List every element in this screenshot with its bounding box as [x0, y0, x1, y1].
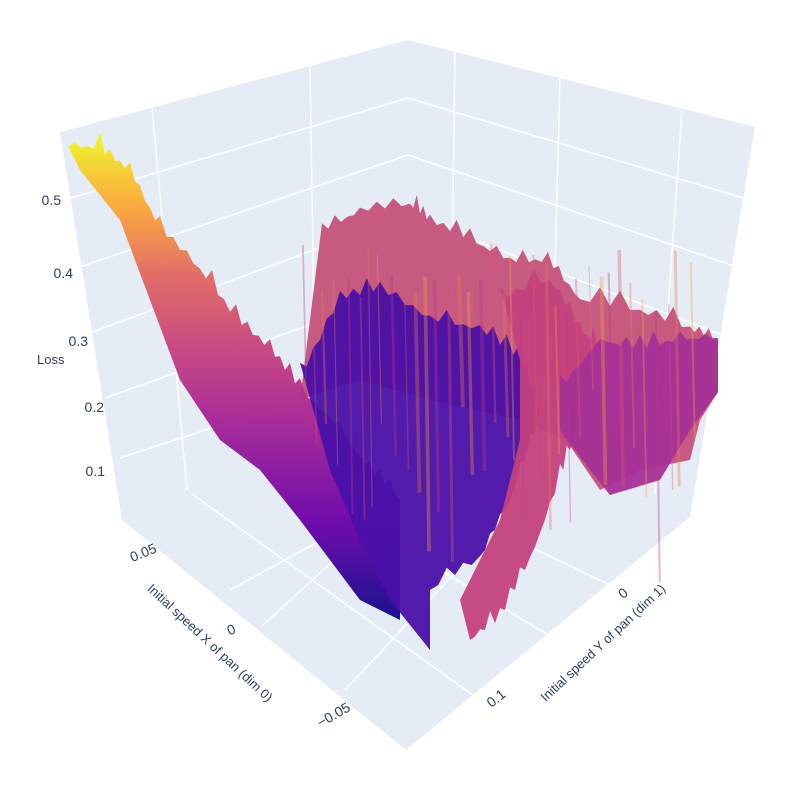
surface-shading-streak — [689, 262, 696, 439]
x-tick-3: −0.05 — [314, 699, 353, 731]
surface-shading-streak — [423, 276, 431, 552]
surface-shading-streak — [509, 255, 515, 461]
surface-valley-floor — [300, 278, 540, 650]
surface-right-wall — [460, 269, 600, 640]
surface-shading-streak — [554, 306, 561, 455]
z-gridline-right-4 — [407, 154, 741, 269]
z-tick-5: 0.5 — [42, 192, 62, 208]
surface-shading-streak — [347, 276, 354, 515]
surface-shading-streak — [403, 282, 410, 470]
surface-shading-streak — [312, 303, 318, 446]
surface-shading-streak — [654, 310, 661, 583]
surface-shading-streak — [466, 292, 474, 475]
surface-shading-streak — [532, 254, 539, 480]
surface-shading-streak — [641, 298, 648, 498]
z-gridline-right-5 — [407, 97, 751, 201]
floor-gridline-1 — [191, 493, 475, 697]
surface-shading-streak — [432, 279, 441, 513]
surface-shading-streak — [565, 311, 572, 523]
z-tick-2: 0.2 — [85, 399, 105, 415]
surface-shading-streak — [302, 245, 308, 423]
z-tick-1: 0.1 — [86, 463, 106, 479]
surface-shading-streak — [333, 278, 339, 465]
surface-shading-streak — [545, 264, 552, 530]
surface-shading-streak — [478, 280, 487, 472]
surface-shading-streak — [490, 244, 497, 424]
surface-shading-streak — [599, 276, 608, 486]
y-tick-1: 0 — [615, 584, 631, 602]
surface-right-plateau — [560, 331, 718, 495]
surface-shading-streak — [574, 278, 582, 439]
surface-shading-streak — [502, 292, 510, 438]
x-tick-1: 0.05 — [127, 540, 158, 565]
surface-shading-streak — [376, 254, 382, 424]
surface-shading-streak — [673, 250, 681, 487]
surface-shading-streak — [390, 275, 397, 456]
z-tick-3: 0.3 — [69, 333, 89, 349]
surface-shading-streak — [447, 283, 454, 563]
surface-left-ridge — [62, 132, 400, 621]
surface-shading-streak — [607, 272, 614, 429]
surface-shading-streak — [457, 275, 465, 408]
loss-surface — [62, 132, 718, 650]
x-tick-2: 0 — [225, 620, 238, 638]
z-axis-title: Loss — [37, 352, 65, 367]
surface-shading-streak — [367, 246, 373, 508]
surface-shading-streak — [668, 304, 674, 491]
surface-shading-streak — [588, 266, 594, 391]
y-tick-2: 0.1 — [483, 686, 508, 711]
surface-shading-streak — [519, 316, 525, 520]
surface-shading-streak — [359, 297, 366, 520]
surface-shading-streak — [413, 292, 422, 493]
surface-shading-streak — [629, 282, 636, 448]
surface-shading-streak — [617, 250, 625, 487]
z-tick-4: 0.4 — [54, 265, 74, 281]
surface-shading-streak — [320, 289, 328, 424]
